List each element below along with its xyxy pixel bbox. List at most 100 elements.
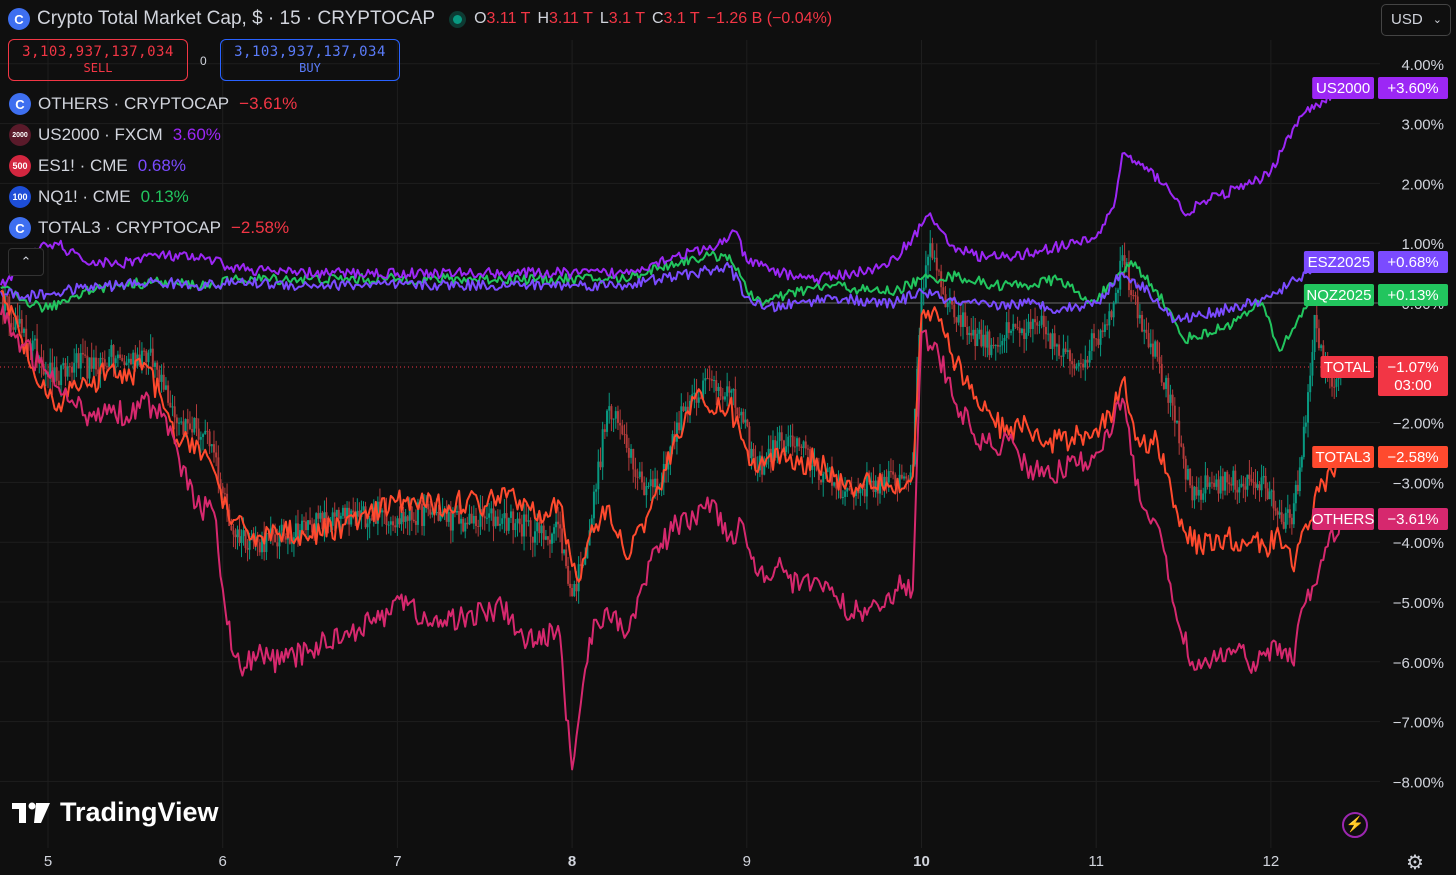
candle-body [490, 508, 493, 514]
candle-body [1286, 509, 1289, 513]
candle-body [656, 478, 659, 490]
candle-body [715, 380, 718, 392]
gear-icon[interactable]: ⚙ [1406, 852, 1424, 874]
series-line-esz2025 [0, 261, 1325, 324]
candle-body [1114, 292, 1117, 303]
sell-price: 3,103,937,137,034 [22, 44, 174, 60]
y-tick-label: −5.00% [1393, 595, 1444, 612]
candle-body [1027, 321, 1030, 333]
candle-body [507, 517, 510, 531]
candle-body [292, 537, 295, 542]
candle-body [571, 587, 574, 597]
candle-body [404, 516, 407, 522]
candle-body [713, 380, 716, 382]
candle-body [180, 421, 183, 423]
candle-body [1147, 333, 1150, 348]
candle-body [1320, 345, 1323, 348]
candle-body [389, 521, 392, 525]
y-tick-label: −4.00% [1393, 535, 1444, 552]
candle-body [538, 522, 541, 534]
candle-body [1151, 343, 1154, 357]
candle-body [887, 471, 890, 483]
candle-body [1294, 484, 1297, 504]
candle-body [1036, 322, 1039, 326]
candle-body [1171, 394, 1174, 406]
candle-body [610, 406, 613, 420]
buy-button[interactable]: 3,103,937,137,034 BUY [220, 39, 400, 81]
candle-body [678, 422, 681, 431]
candle-body [1217, 479, 1220, 494]
series-name-tag-text: ESZ2025 [1308, 254, 1371, 271]
candle-body [726, 386, 729, 397]
candle-body [1274, 508, 1277, 511]
candle-body [651, 479, 654, 488]
candle-body [423, 506, 426, 526]
candle-body [1307, 392, 1310, 423]
legend-row-es1[interactable]: 500 ES1! · CME 0.68% [9, 154, 186, 178]
candle-body [748, 426, 751, 459]
candle-body [1300, 456, 1303, 468]
candle-body [704, 378, 707, 381]
lightning-icon[interactable]: ⚡ [1342, 812, 1368, 838]
candle-body [744, 419, 747, 423]
candle-body [325, 512, 328, 523]
candle-body [25, 328, 28, 344]
collapse-legend-button[interactable]: ⌃ [8, 248, 44, 276]
candle-body [1038, 324, 1041, 326]
candle-body [922, 287, 925, 292]
candle-body [284, 536, 287, 540]
candle-body [527, 520, 530, 522]
candle-body [1186, 468, 1189, 480]
symbol-title[interactable]: Crypto Total Market Cap, $ · 15 · CRYPTO… [37, 8, 436, 29]
x-tick-label: 11 [1088, 853, 1104, 870]
candle-body [1143, 329, 1146, 332]
candle-body [1333, 386, 1336, 388]
candle-body [750, 448, 753, 459]
candle-body [485, 517, 488, 519]
candle-body [64, 363, 67, 377]
candle-body [874, 480, 877, 492]
candle-body [804, 441, 807, 449]
y-tick-label: −8.00% [1393, 774, 1444, 791]
candle-body [542, 525, 545, 540]
candle-body [368, 518, 371, 524]
candle-body [903, 476, 906, 479]
legend-row-total3[interactable]: C TOTAL3 · CRYPTOCAP −2.58% [9, 216, 289, 240]
candle-body [479, 509, 482, 527]
currency-selector[interactable]: USD ⌄ [1381, 4, 1451, 36]
candle-body [1158, 356, 1161, 364]
candle-body [978, 329, 981, 334]
candle-body [536, 522, 539, 532]
candle-body [352, 510, 355, 513]
candle-body [905, 476, 908, 479]
candle-body [447, 512, 450, 522]
sell-button[interactable]: 3,103,937,137,034 SELL [8, 39, 188, 81]
candle-body [1248, 474, 1251, 479]
candle-body [548, 539, 551, 544]
series-value-tag: NQZ2025 +0.13% [1303, 284, 1448, 306]
candle-body [175, 417, 178, 424]
candle-body [948, 299, 951, 303]
legend-row-others[interactable]: C OTHERS · CRYPTOCAP −3.61% [9, 92, 297, 116]
candle-body [439, 513, 442, 521]
candle-body [1154, 341, 1157, 357]
candle-body [1103, 324, 1106, 332]
series-value-badge [1378, 77, 1448, 99]
candle-body [533, 531, 536, 543]
candle-body [1071, 361, 1074, 365]
candle-body [191, 428, 194, 433]
series-value-badge-text: −2.58% [1387, 449, 1438, 466]
candle-body [427, 503, 430, 510]
candle-body [195, 417, 198, 429]
candle-body [468, 513, 471, 525]
candle-body [288, 536, 291, 544]
candle-body [1250, 478, 1253, 482]
candle-body [809, 449, 812, 471]
legend-row-nq1[interactable]: 100 NQ1! · CME 0.13% [9, 185, 189, 209]
candle-body [1090, 333, 1093, 351]
candle-body [1226, 471, 1229, 483]
legend-row-us2000[interactable]: 2000 US2000 · FXCM 3.60% [9, 123, 221, 147]
candle-body [553, 527, 556, 534]
